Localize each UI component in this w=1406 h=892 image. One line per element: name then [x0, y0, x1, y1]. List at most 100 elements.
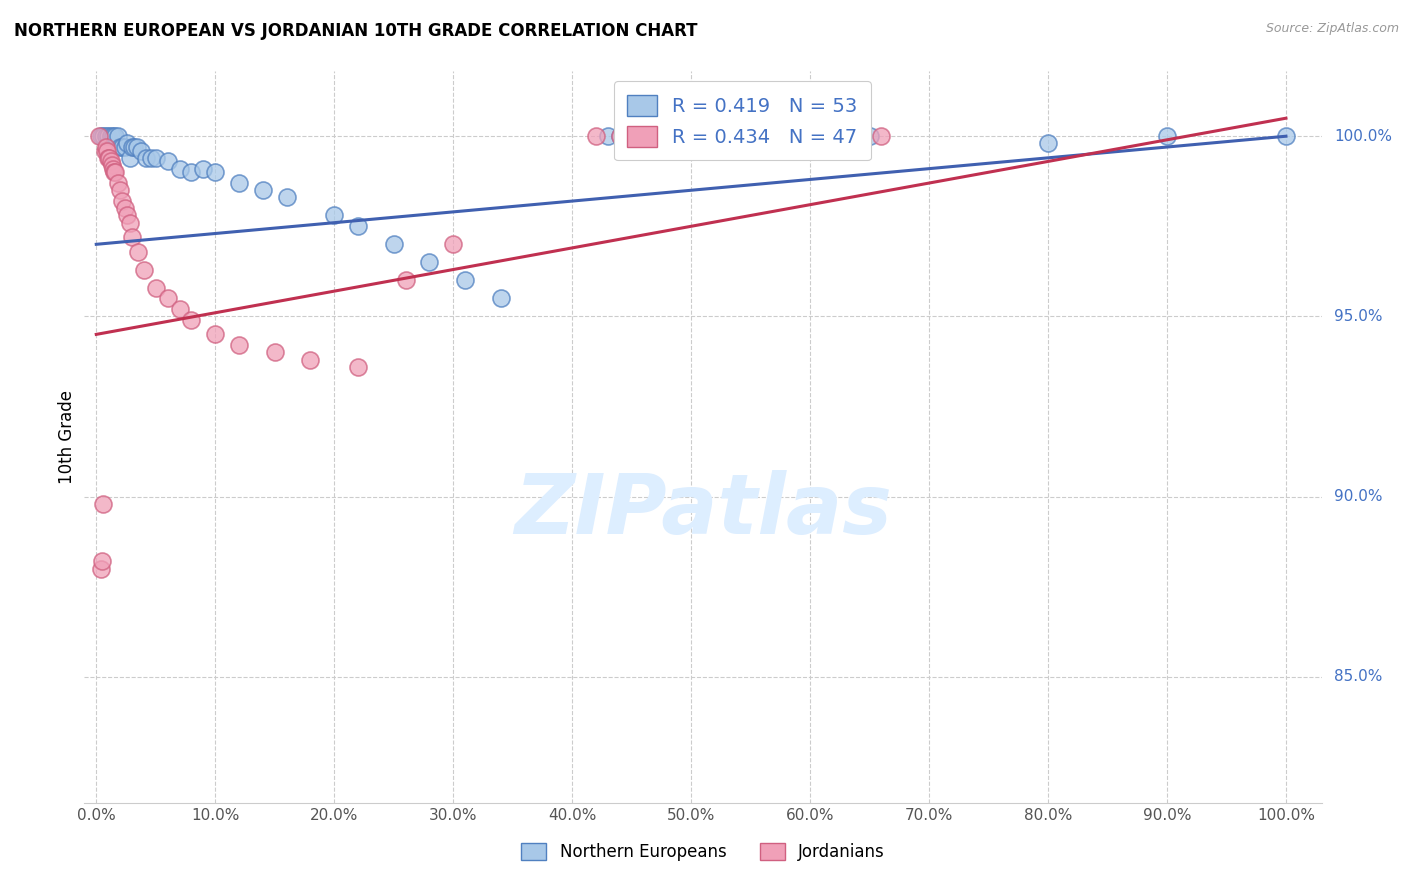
Point [156, 154, 179, 169]
Point [347, 359, 370, 374]
Point [108, 140, 131, 154]
Point [692, 129, 714, 144]
Point [118, 216, 141, 230]
Legend: Northern Europeans, Jordanians: Northern Europeans, Jordanians [515, 836, 891, 868]
Point [125, 140, 148, 154]
Point [609, 129, 631, 144]
Point [94, 129, 117, 144]
Text: 90.0%: 90.0% [1334, 489, 1382, 504]
Point [97, 129, 120, 144]
Point [97, 151, 120, 165]
Point [135, 151, 157, 165]
Point [716, 129, 738, 144]
Point [633, 129, 655, 144]
Point [596, 129, 619, 144]
Point [799, 129, 821, 144]
Point [1275, 129, 1298, 144]
Point [115, 209, 138, 223]
Text: 100.0%: 100.0% [1334, 128, 1392, 144]
Point [156, 291, 179, 305]
Point [668, 129, 690, 144]
Point [620, 129, 643, 144]
Point [114, 140, 136, 154]
Point [131, 144, 153, 158]
Point [727, 129, 749, 144]
Point [228, 338, 250, 352]
Point [276, 190, 298, 204]
Point [585, 129, 607, 144]
Y-axis label: 10th Grade: 10th Grade [58, 390, 76, 484]
Point [252, 183, 274, 197]
Point [121, 140, 143, 154]
Point [703, 129, 725, 144]
Text: 95.0%: 95.0% [1334, 309, 1382, 324]
Point [93, 129, 115, 144]
Point [441, 237, 464, 252]
Point [1036, 136, 1059, 151]
Point [103, 165, 125, 179]
Point [204, 327, 226, 342]
Text: Source: ZipAtlas.com: Source: ZipAtlas.com [1265, 22, 1399, 36]
Point [101, 161, 124, 176]
Point [799, 129, 821, 144]
Point [111, 140, 134, 154]
Point [101, 129, 124, 144]
Point [104, 165, 127, 179]
Point [94, 140, 117, 154]
Point [740, 129, 762, 144]
Point [118, 151, 141, 165]
Point [633, 129, 655, 144]
Point [96, 144, 118, 158]
Point [858, 129, 880, 144]
Point [775, 129, 797, 144]
Point [100, 158, 122, 172]
Point [489, 291, 512, 305]
Point [657, 129, 679, 144]
Point [115, 136, 138, 151]
Point [121, 230, 143, 244]
Point [180, 165, 202, 179]
Point [323, 209, 346, 223]
Point [823, 129, 845, 144]
Point [204, 165, 226, 179]
Point [751, 129, 773, 144]
Point [90, 129, 112, 144]
Point [347, 219, 370, 234]
Point [418, 255, 440, 269]
Text: ZIPatlas: ZIPatlas [515, 470, 891, 550]
Point [657, 129, 679, 144]
Text: 85.0%: 85.0% [1334, 669, 1382, 684]
Point [104, 129, 127, 144]
Point [98, 151, 121, 165]
Point [132, 262, 155, 277]
Point [127, 244, 149, 259]
Point [681, 129, 703, 144]
Point [87, 129, 110, 144]
Point [727, 129, 749, 144]
Point [169, 161, 191, 176]
Point [124, 140, 146, 154]
Point [107, 129, 129, 144]
Point [111, 194, 134, 208]
Point [228, 176, 250, 190]
Point [145, 280, 167, 294]
Point [180, 313, 202, 327]
Point [139, 151, 162, 165]
Point [114, 201, 136, 215]
Point [93, 144, 115, 158]
Point [100, 129, 122, 144]
Point [299, 352, 322, 367]
Point [100, 154, 122, 169]
Point [394, 273, 416, 287]
Point [1156, 129, 1178, 144]
Point [609, 129, 631, 144]
Point [145, 151, 167, 165]
Point [107, 176, 129, 190]
Point [382, 237, 405, 252]
Point [108, 183, 131, 197]
Point [823, 129, 845, 144]
Point [169, 302, 191, 317]
Point [681, 129, 703, 144]
Point [263, 345, 285, 359]
Point [93, 497, 115, 511]
